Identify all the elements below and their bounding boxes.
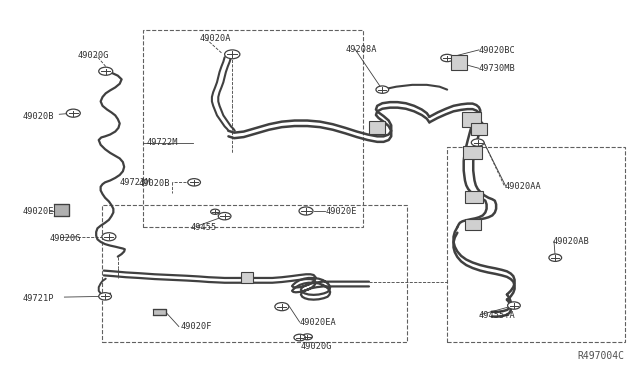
Text: 49730MB: 49730MB: [479, 64, 516, 73]
Bar: [462, 112, 481, 127]
Circle shape: [67, 109, 80, 117]
Text: 49455+A: 49455+A: [479, 311, 516, 320]
Circle shape: [218, 212, 231, 220]
Text: 49020E: 49020E: [325, 207, 356, 216]
Circle shape: [508, 302, 520, 309]
Text: 49020AA: 49020AA: [504, 182, 541, 191]
Text: 49020G: 49020G: [301, 341, 332, 350]
Text: 49020F: 49020F: [180, 322, 212, 331]
Circle shape: [299, 207, 313, 215]
Text: 49020AB: 49020AB: [552, 237, 589, 246]
Bar: [241, 272, 253, 283]
Bar: [451, 55, 467, 70]
Circle shape: [99, 67, 113, 75]
Text: 49020EA: 49020EA: [300, 318, 337, 327]
Circle shape: [549, 254, 562, 262]
Text: 49721P: 49721P: [22, 294, 54, 303]
Text: 49723M: 49723M: [120, 178, 151, 187]
Circle shape: [376, 86, 388, 93]
Circle shape: [188, 179, 200, 186]
Text: 49020A: 49020A: [199, 34, 230, 44]
Circle shape: [471, 139, 484, 146]
Bar: [471, 124, 487, 135]
Text: 49020BC: 49020BC: [479, 46, 516, 55]
Text: 49020B: 49020B: [139, 179, 170, 187]
Polygon shape: [154, 309, 166, 315]
Bar: [463, 147, 482, 159]
Text: 49020G: 49020G: [77, 51, 109, 60]
Bar: [447, 147, 625, 342]
Text: R497004C: R497004C: [577, 351, 624, 361]
Text: 49722M: 49722M: [147, 138, 179, 147]
Bar: [465, 191, 483, 203]
Circle shape: [294, 334, 305, 341]
Text: 49455: 49455: [190, 223, 216, 232]
Circle shape: [99, 293, 111, 300]
Bar: [143, 31, 363, 227]
Bar: [369, 121, 385, 134]
Text: 49020B: 49020B: [22, 112, 54, 121]
Circle shape: [275, 302, 289, 311]
Bar: [102, 205, 407, 342]
Bar: [465, 219, 481, 230]
Circle shape: [211, 209, 220, 214]
Text: 49020EB: 49020EB: [22, 207, 59, 216]
Circle shape: [102, 233, 116, 241]
Circle shape: [441, 54, 454, 62]
Text: 49208A: 49208A: [346, 45, 377, 54]
Polygon shape: [54, 204, 69, 216]
Circle shape: [302, 334, 312, 340]
Text: 49020G: 49020G: [50, 234, 81, 243]
Circle shape: [225, 50, 240, 59]
